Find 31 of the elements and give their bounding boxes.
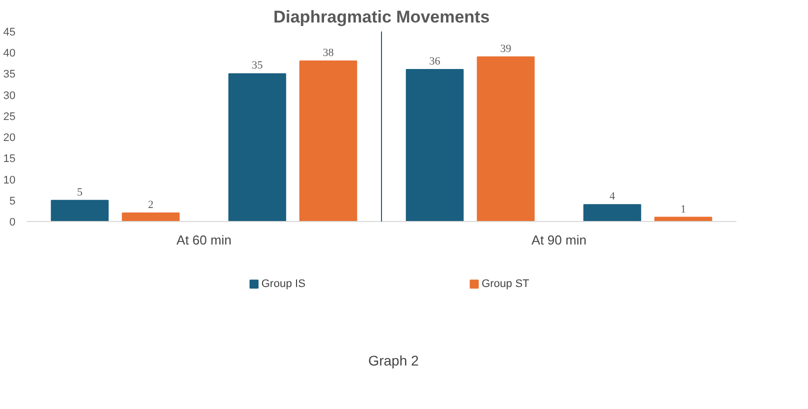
data-label: 36 (429, 56, 441, 68)
y-tick-label: 30 (3, 90, 16, 102)
y-tick-label: 35 (3, 68, 16, 81)
y-tick-label: 45 (3, 26, 16, 38)
data-label: 5 (77, 186, 83, 198)
bar (299, 60, 358, 222)
text: At 90 min (532, 232, 586, 248)
bar (476, 56, 535, 222)
legend-label: Group ST (482, 278, 530, 290)
caption: Graph 2 (368, 352, 420, 368)
data-label: 38 (322, 47, 334, 60)
data-label: 4 (610, 190, 616, 203)
data-label: 39 (500, 42, 512, 55)
y-tick-label: 5 (9, 195, 16, 208)
text: At 60 min (176, 232, 232, 248)
bar (228, 73, 286, 222)
y-tick-label: 0 (9, 216, 16, 228)
y-tick-label: 25 (3, 110, 16, 123)
data-label: 1 (680, 203, 686, 216)
y-tick-label: 20 (3, 132, 16, 144)
legend-label: Group IS (261, 278, 306, 290)
y-tick-label: 10 (3, 174, 16, 186)
y-tick-label: 40 (3, 48, 16, 60)
bar (122, 212, 180, 222)
bar (406, 69, 464, 222)
bar (583, 204, 642, 222)
chart-title: Diaphragmatic Movements (273, 8, 490, 26)
bar (50, 200, 109, 222)
y-tick-label: 15 (3, 153, 16, 166)
data-label: 2 (148, 199, 154, 212)
data-label: 35 (252, 60, 264, 72)
